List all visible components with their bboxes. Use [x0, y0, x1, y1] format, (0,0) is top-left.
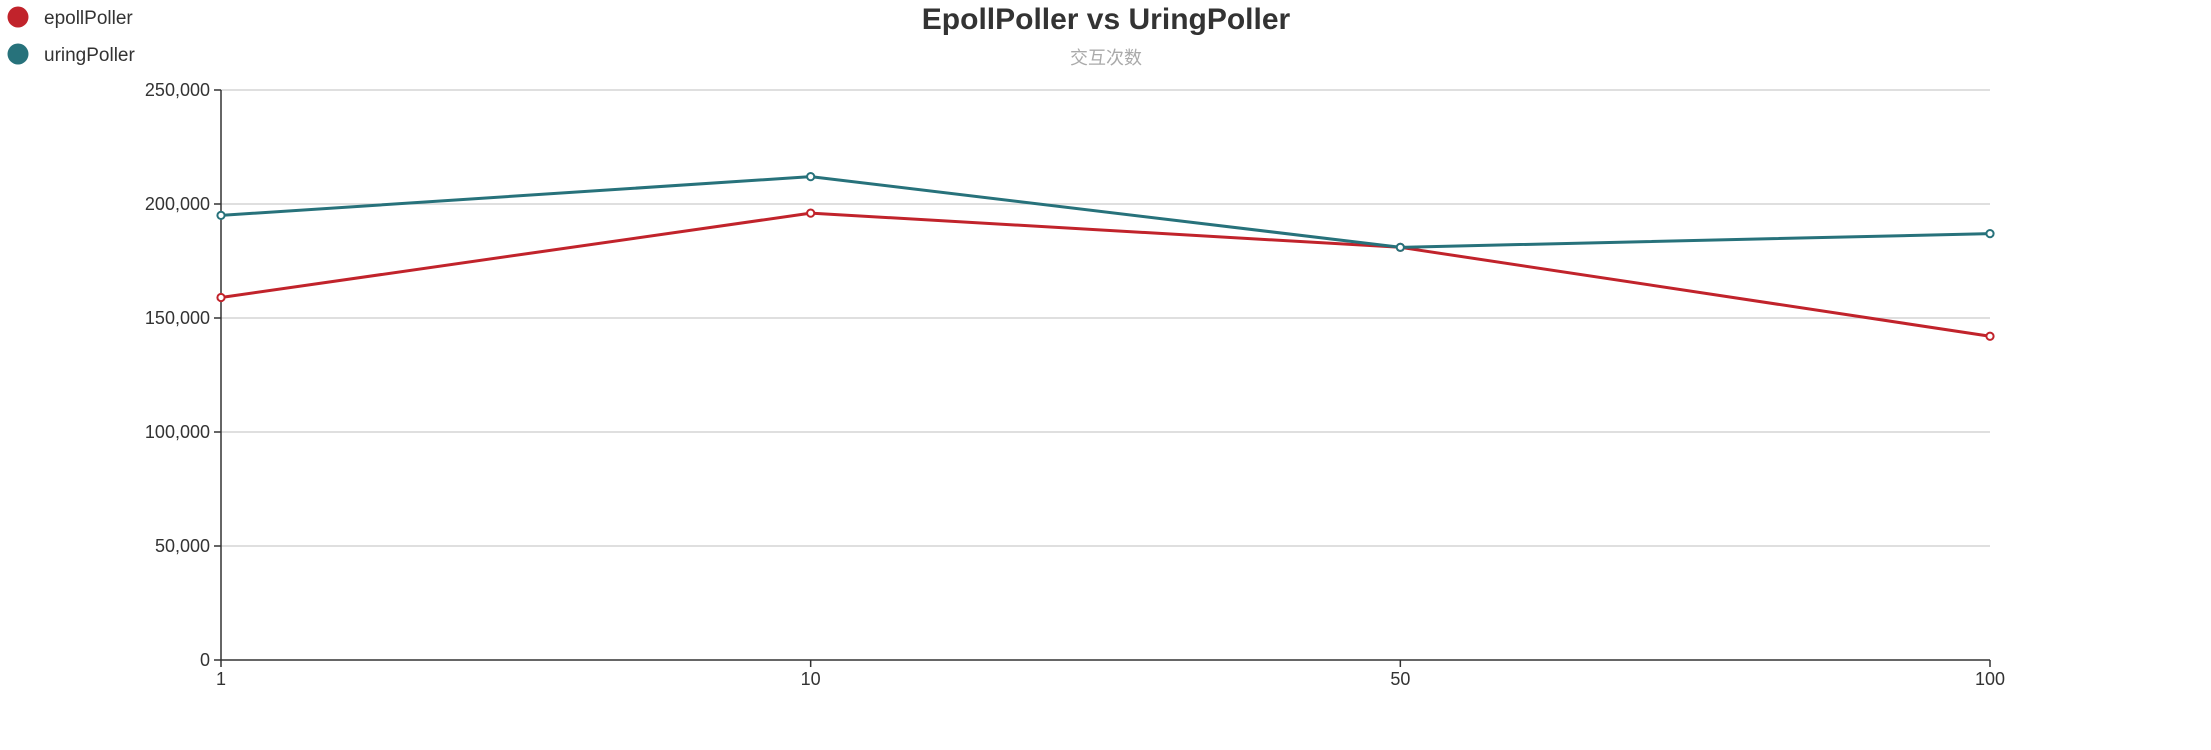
x-tick-label: 50: [1390, 669, 1410, 689]
legend-marker: [7, 6, 29, 28]
y-tick-label: 0: [200, 650, 210, 670]
y-tick-label: 100,000: [145, 422, 210, 442]
x-tick-label: 100: [1975, 669, 2005, 689]
data-point[interactable]: [1985, 229, 1995, 239]
x-tick-label: 10: [801, 669, 821, 689]
data-point[interactable]: [806, 208, 816, 218]
data-point[interactable]: [216, 292, 226, 303]
series-epollPoller: [216, 208, 1995, 341]
legend-label: uringPoller: [44, 45, 135, 66]
data-point[interactable]: [1395, 242, 1405, 252]
series-lines: [216, 172, 1995, 341]
legend-item[interactable]: uringPoller: [7, 43, 136, 67]
legend-label: epollPoller: [44, 8, 133, 29]
y-tick-label: 50,000: [155, 536, 210, 556]
series-line: [220, 175, 1991, 249]
legend-item[interactable]: epollPoller: [7, 6, 134, 30]
series-line: [220, 211, 1991, 338]
legend-marker: [7, 43, 29, 65]
data-point[interactable]: [216, 210, 226, 220]
chart-subtitle: 交互次数: [1070, 48, 1142, 69]
data-point[interactable]: [806, 172, 816, 182]
legend[interactable]: epollPoller uringPoller: [7, 6, 136, 67]
chart-title: EpollPoller vs UringPoller: [922, 3, 1291, 36]
axes: 0 50,000 100,000 150,000 200,000 250,000 1 10 50…: [145, 80, 2005, 689]
y-tick-label: 250,000: [145, 80, 210, 100]
x-tick-label: 1: [216, 669, 226, 689]
y-tick-label: 200,000: [145, 194, 210, 214]
series-uringPoller: [216, 172, 1995, 252]
data-point[interactable]: [1985, 331, 1995, 341]
y-tick-label: 150,000: [145, 308, 210, 328]
grid-lines: [221, 89, 1990, 547]
